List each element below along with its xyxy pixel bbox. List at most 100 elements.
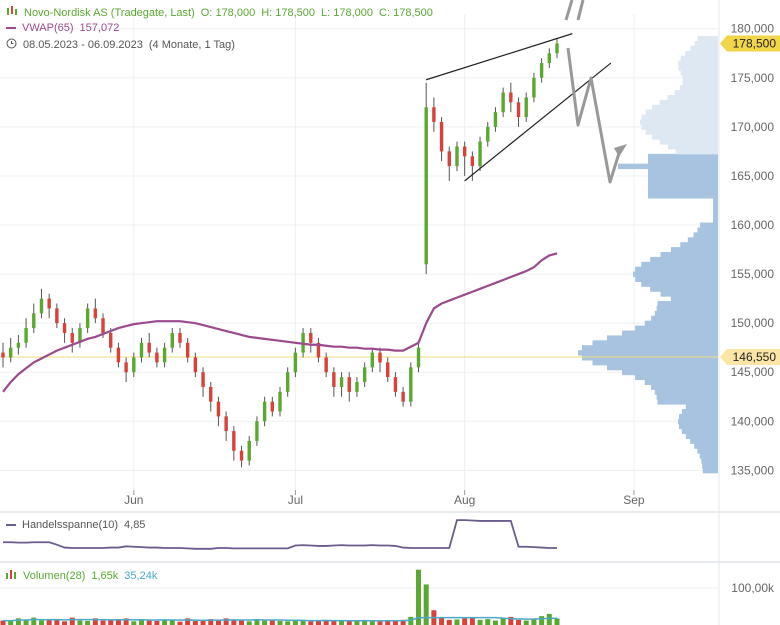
candle-body	[247, 440, 251, 461]
profile-bar	[648, 178, 718, 184]
candle-body	[270, 401, 275, 412]
volume-bar	[31, 617, 37, 625]
volume-bar	[246, 621, 252, 625]
profile-bar	[641, 114, 718, 121]
profile-bar	[648, 188, 718, 194]
profile-bar	[648, 168, 718, 174]
volume-bar	[108, 619, 114, 625]
volume-bar	[346, 621, 352, 625]
profile-bar	[713, 217, 718, 224]
profile-bar	[652, 134, 718, 140]
profile-bar	[659, 139, 718, 145]
reference-price-label: 146,550	[733, 350, 777, 364]
profile-bar	[690, 438, 718, 444]
candle-body	[278, 391, 282, 412]
profile-bar	[648, 183, 718, 189]
volume-bar	[454, 619, 460, 625]
wedge-lower-line	[464, 62, 612, 182]
candle-body	[401, 391, 405, 402]
profile-bar	[699, 222, 718, 228]
volume-bar	[331, 620, 337, 625]
profile-bar	[685, 50, 718, 57]
open-value: O: 178,000	[200, 6, 256, 19]
candle-body	[62, 323, 67, 333]
clock-icon	[6, 38, 17, 52]
volume-bars-icon	[6, 569, 17, 582]
profile-bar	[713, 198, 718, 204]
y-tick-label: 135,000	[731, 463, 775, 477]
candle-body	[516, 102, 521, 118]
volume-bar	[100, 620, 106, 625]
profile-bar	[682, 80, 718, 86]
profile-bar	[645, 109, 718, 116]
candle-body	[386, 362, 390, 378]
volume-bar	[554, 618, 560, 625]
projection-arrow	[566, 47, 622, 184]
profile-bar	[592, 359, 718, 366]
profile-bar	[713, 202, 718, 209]
profile-bar	[697, 227, 718, 233]
wedge-annotation	[426, 0, 627, 184]
candle-body	[293, 352, 298, 373]
profile-bar	[667, 94, 718, 101]
vwap-label: VWAP(65)	[22, 22, 74, 34]
spread-panel	[3, 519, 557, 550]
volume-bar	[469, 617, 475, 625]
profile-bar	[633, 271, 718, 278]
volume-bar	[131, 621, 137, 625]
candle-body	[8, 347, 13, 358]
last-price-badge	[720, 35, 780, 52]
volume-bar	[423, 584, 429, 625]
profile-bar	[679, 413, 718, 420]
profile-bar	[651, 315, 718, 322]
volume-bar	[115, 619, 121, 625]
candle-body	[224, 416, 228, 432]
profile-bar	[675, 148, 718, 155]
volume-bar	[92, 618, 98, 625]
volume-average-line	[2, 616, 558, 622]
candle-body	[462, 146, 467, 157]
volume-bar	[485, 619, 491, 625]
vwap-value: 157,072	[79, 22, 120, 34]
profile-bar	[681, 409, 718, 415]
profile-bar	[660, 252, 718, 258]
candle-body	[255, 421, 259, 441]
profile-bar	[678, 65, 718, 71]
candle-body	[509, 92, 513, 103]
profile-bar	[606, 364, 718, 371]
profile-bar	[694, 443, 718, 449]
spread-value: 4,85	[124, 519, 146, 531]
candle-body	[532, 77, 536, 98]
volume-bar	[223, 618, 229, 625]
candle-body	[478, 141, 482, 167]
volume-bar	[539, 616, 545, 625]
candle-body	[101, 318, 105, 333]
volume-bar	[315, 620, 321, 625]
volume-bar	[323, 620, 329, 625]
candle-body	[216, 401, 221, 417]
volume-bar	[215, 620, 221, 625]
volume-bar	[38, 620, 44, 625]
profile-bar	[635, 325, 718, 332]
candle-body	[339, 377, 344, 387]
profile-bar	[650, 256, 718, 263]
profile-bar	[635, 276, 718, 282]
volume-bar	[162, 619, 168, 625]
candle-body	[501, 92, 505, 113]
candle-body	[132, 357, 136, 373]
y-tick-label: 165,000	[731, 169, 775, 183]
candle-body	[32, 313, 36, 329]
volume-bar	[400, 619, 406, 625]
candles	[1, 38, 559, 468]
profile-bar	[635, 266, 718, 273]
profile-bar	[660, 291, 718, 297]
volume-bar	[200, 619, 206, 625]
y-tick-label: 160,000	[731, 218, 775, 232]
profile-bar	[641, 124, 718, 130]
y-tick-label: 140,000	[731, 414, 775, 428]
volume-y-tick-label: 100,00k	[731, 581, 775, 595]
volume-bar	[123, 618, 129, 625]
volume-bar	[262, 620, 268, 625]
legend-period: 08.05.2023 - 06.09.2023 (4 Monate, 1 Tag…	[6, 38, 235, 52]
profile-bar	[697, 448, 718, 454]
